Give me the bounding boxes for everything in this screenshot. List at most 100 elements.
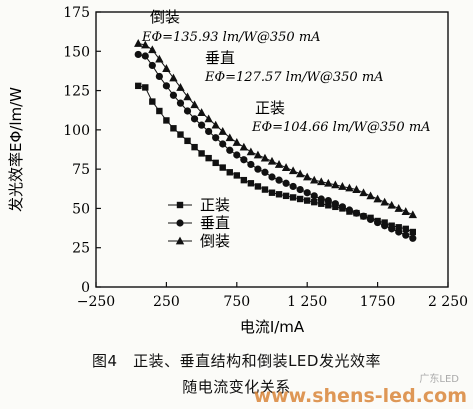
data-point [226,169,233,176]
x-tick-label: 1750 [360,294,396,310]
data-point [366,191,375,200]
legend-marker [176,201,184,209]
legend-label: 垂直 [200,214,230,232]
series-circle [134,50,417,242]
figure-caption-line-1: 图4 正装、垂直结构和倒装LED发光效率 [92,352,381,370]
data-point [282,192,290,200]
data-point [197,108,206,116]
data-point [345,206,354,214]
y-tick-label: 150 [63,44,90,60]
y-tick-label: 25 [72,241,90,257]
data-point [240,156,248,164]
data-point [148,45,157,54]
data-point [289,182,297,191]
annotation-name: 正装 [255,99,285,117]
series-group [134,39,417,242]
data-point [267,156,277,165]
data-point [246,147,256,156]
data-point [156,107,163,115]
data-point [304,197,311,204]
data-point [219,164,226,171]
data-point [205,127,213,136]
data-point [176,99,185,107]
series-triangle [134,39,417,219]
data-point [233,151,241,159]
x-tick-label: 1 250 [287,294,327,310]
data-point [401,207,410,215]
data-point [402,231,410,239]
data-point [274,160,284,168]
y-tick-label: 0 [81,280,90,296]
data-point [295,169,305,178]
data-point [247,160,255,169]
data-point [324,196,332,205]
data-point [134,50,142,59]
data-point [253,150,263,159]
data-point [303,189,311,197]
data-point [268,173,276,181]
data-point [296,195,304,203]
data-point [359,188,368,197]
data-point [254,165,262,173]
legend-label: 倒装 [200,232,230,250]
data-point [318,200,325,207]
series-line [138,42,414,216]
x-tick-label: −250 [77,294,115,310]
data-point [394,204,403,212]
y-tick-label: 175 [63,5,90,21]
data-point [183,92,192,101]
data-point [149,98,156,105]
annotations: 倒装 EΦ=135.93 lm/W@350 mA 垂直 EΦ=127.57 lm/W@… [141,8,431,135]
data-point [239,142,249,151]
data-point [310,175,319,184]
legend-marker [176,219,184,227]
data-point [324,178,333,187]
legend-label: 正装 [200,196,230,214]
series-line [138,85,414,233]
y-tick-label: 75 [72,162,90,178]
data-point [183,107,192,115]
data-point [219,140,227,148]
x-tick-label: 250 [153,294,180,310]
data-point [155,72,163,81]
data-point [190,100,199,109]
annotation-name: 垂直 [205,49,235,67]
data-point [281,163,291,171]
data-point [162,64,171,72]
data-point [155,54,164,63]
data-point [240,176,248,184]
data-point [275,176,283,184]
data-point [191,143,198,151]
data-point [135,82,142,90]
watermark-label: 广东LED [419,374,459,385]
data-point [268,189,276,196]
data-point [176,83,185,91]
data-point [261,186,269,193]
data-point [366,215,375,224]
data-point [198,121,206,129]
data-point [134,39,143,47]
data-point [409,228,416,236]
data-point [331,180,340,189]
data-point [395,224,402,231]
legend-marker [175,236,185,245]
data-point [190,115,199,123]
data-point [388,225,396,233]
figure-caption-line-2: 随电流变化关系 [182,378,291,396]
data-point [359,212,368,220]
data-point [169,73,178,82]
data-point [303,172,312,181]
annotation-name: 倒装 [150,8,180,26]
data-point [169,91,178,99]
data-point [373,194,382,203]
y-tick-label: 100 [63,123,90,139]
y-tick-label: 50 [72,201,90,217]
data-point [408,210,417,219]
data-point [260,153,270,162]
annotation-value: EΦ=135.93 lm/W@350 mA [141,30,321,45]
data-point [317,195,325,203]
data-point [254,183,262,190]
data-point [325,202,332,209]
